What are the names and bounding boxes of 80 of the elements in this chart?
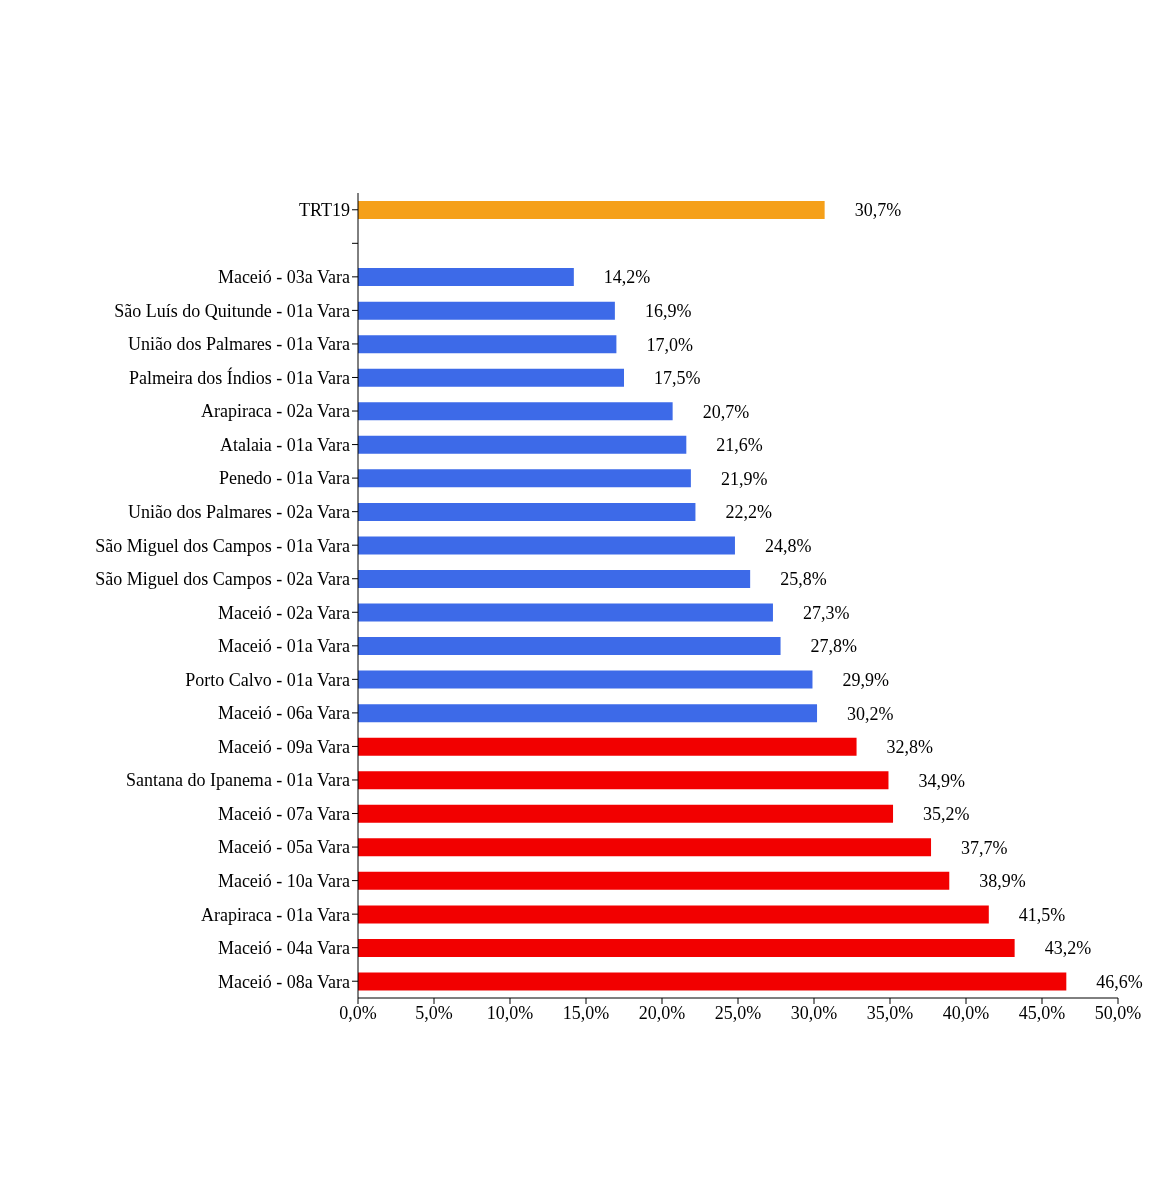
bar: [358, 268, 574, 287]
data-label: 32,8%: [886, 737, 934, 758]
bar: [358, 972, 1067, 991]
data-label: 24,8%: [764, 535, 812, 556]
y-tick-label: União dos Palmares - 02a Vara: [127, 502, 351, 523]
data-label: 43,2%: [1044, 938, 1092, 959]
data-label: 30,7%: [854, 200, 902, 221]
bar: [358, 368, 624, 387]
data-label: 17,5%: [654, 368, 701, 389]
data-label: 20,7%: [702, 401, 750, 422]
bar: [358, 201, 825, 219]
y-tick-label: São Miguel dos Campos - 02a Vara: [95, 569, 351, 590]
data-label: 37,7%: [961, 837, 1008, 858]
y-tick-label: Maceió - 02a Vara: [217, 602, 351, 623]
bar: [358, 335, 617, 354]
y-tick-label: Atalaia - 01a Vara: [219, 434, 351, 455]
y-tick-label: Porto Calvo - 01a Vara: [185, 669, 351, 690]
x-tick-label: 40,0%: [942, 1002, 990, 1023]
y-tick-label: Maceió - 09a Vara: [217, 736, 351, 757]
data-label: 27,3%: [802, 602, 850, 623]
y-tick-label: Arapiraca - 02a Vara: [200, 401, 350, 422]
data-label: 35,2%: [923, 804, 970, 825]
data-label: 41,5%: [1018, 904, 1066, 925]
x-tick-label: 35,0%: [866, 1002, 914, 1023]
x-tick-label: 45,0%: [1018, 1002, 1066, 1023]
data-label: 17,0%: [646, 334, 693, 355]
y-tick-label: São Miguel dos Campos - 01a Vara: [95, 535, 351, 556]
y-tick-label: Palmeira dos Índios - 01a Vara: [128, 366, 350, 388]
y-tick-label: Maceió - 04a Vara: [217, 938, 351, 959]
data-label: 16,9%: [644, 301, 692, 322]
y-tick-label: Maceió - 03a Vara: [217, 267, 351, 288]
bar: [358, 838, 932, 857]
bar: [358, 637, 781, 656]
bar: [358, 536, 735, 555]
x-tick-label: 25,0%: [714, 1002, 762, 1023]
y-tick-label: Maceió - 06a Vara: [217, 703, 351, 724]
data-label: 38,9%: [979, 871, 1026, 892]
y-tick-label: TRT19: [299, 200, 350, 221]
bar: [358, 502, 696, 521]
bar: [358, 704, 818, 723]
y-tick-label: Maceió - 08a Vara: [217, 971, 351, 992]
bar: [358, 670, 813, 689]
y-tick-label: Maceió - 07a Vara: [217, 803, 351, 824]
bar: [358, 871, 950, 890]
data-label: 22,2%: [725, 502, 772, 523]
bar: [358, 905, 989, 924]
data-label: 25,8%: [780, 569, 827, 590]
data-label: 29,9%: [842, 669, 889, 690]
x-tick-label: 30,0%: [790, 1002, 838, 1023]
bar: [358, 301, 615, 320]
data-label: 34,9%: [918, 770, 965, 791]
bar: [358, 737, 857, 756]
y-tick-label: União dos Palmares - 01a Vara: [127, 334, 351, 355]
bar: [358, 569, 751, 588]
data-label: 21,6%: [716, 435, 763, 456]
bar: [358, 603, 773, 622]
bar: [358, 435, 687, 454]
x-tick-label: 50,0%: [1094, 1002, 1142, 1023]
y-tick-label: Maceió - 05a Vara: [217, 837, 351, 858]
x-tick-label: 5,0%: [415, 1002, 453, 1023]
y-tick-label: Penedo - 01a Vara: [218, 468, 351, 489]
bar: [358, 402, 673, 421]
y-tick-label: Santana do Ipanema - 01a Vara: [125, 770, 351, 791]
data-label: 30,2%: [847, 703, 894, 724]
x-tick-label: 20,0%: [638, 1002, 686, 1023]
bar: [358, 469, 691, 488]
y-tick-label: Arapiraca - 01a Vara: [200, 904, 350, 925]
bar: [358, 804, 894, 823]
x-tick-label: 0,0%: [339, 1002, 377, 1023]
x-tick-label: 15,0%: [562, 1002, 610, 1023]
y-tick-label: Maceió - 01a Vara: [217, 636, 351, 657]
data-label: 21,9%: [720, 468, 768, 489]
data-label: 27,8%: [810, 636, 858, 657]
data-label: 46,6%: [1096, 971, 1143, 992]
bar: [358, 938, 1015, 957]
y-tick-label: São Luís do Quitunde - 01a Vara: [114, 300, 350, 321]
y-tick-label: Maceió - 10a Vara: [217, 870, 351, 891]
data-label: 14,2%: [603, 267, 651, 288]
bar: [358, 771, 889, 790]
x-tick-label: 10,0%: [486, 1002, 534, 1023]
